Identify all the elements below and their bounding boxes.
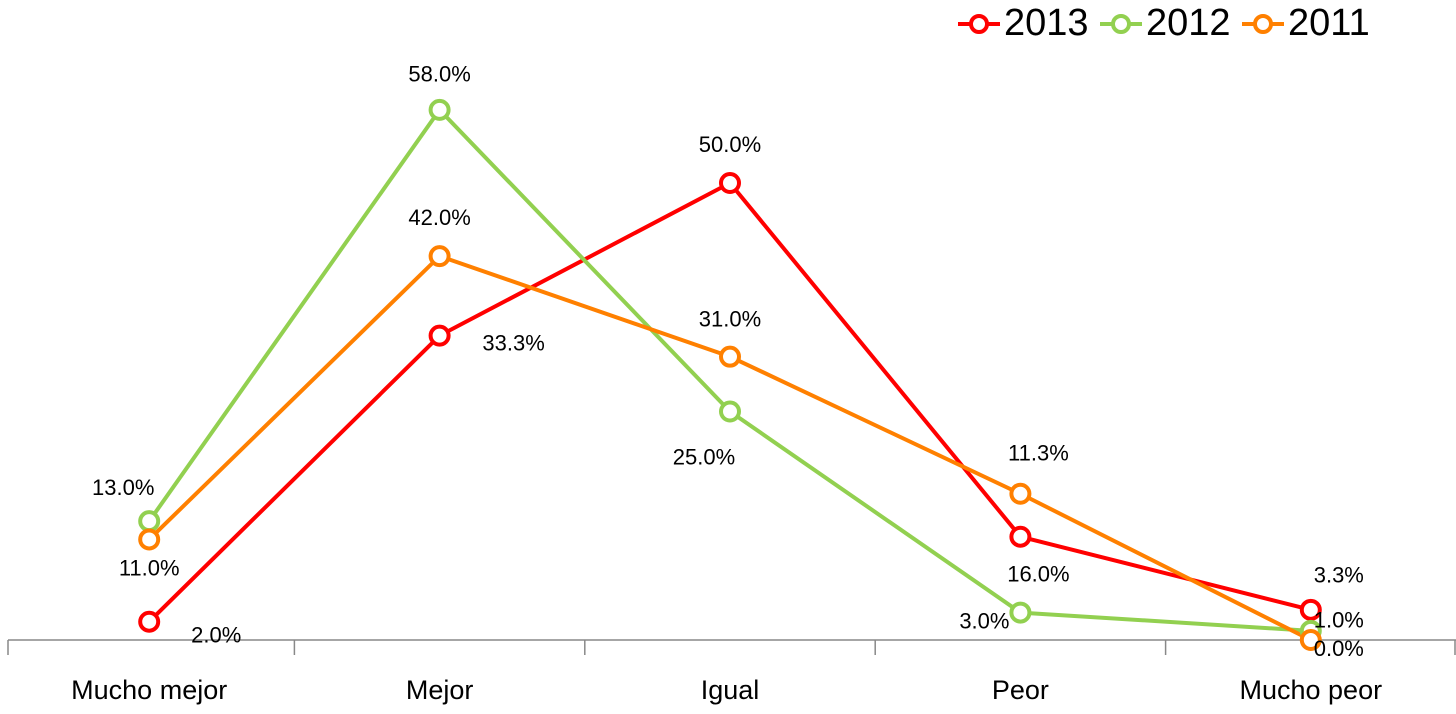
marker [719, 400, 741, 423]
data-label: 16.0% [1007, 562, 1069, 587]
marker [1009, 601, 1032, 624]
legend-marker [1111, 14, 1131, 34]
data-label: 31.0% [699, 306, 761, 331]
marker [1009, 482, 1032, 505]
marker [719, 345, 741, 368]
data-label: 42.0% [408, 205, 470, 230]
data-label: 1.0% [1314, 608, 1364, 633]
x-tick-label: Igual [701, 675, 760, 705]
marker [428, 245, 451, 268]
data-label: 2.0% [191, 623, 241, 648]
legend-label: 2011 [1288, 2, 1370, 44]
legend-marker [1253, 14, 1273, 34]
marker [428, 98, 451, 121]
legend-label: 2012 [1146, 2, 1231, 44]
data-label: 3.3% [1314, 563, 1364, 588]
data-label: 25.0% [673, 444, 735, 469]
marker [1009, 525, 1032, 548]
marker [719, 172, 741, 194]
x-tick-label: Mucho peor [1240, 675, 1383, 705]
data-label: 13.0% [92, 475, 154, 500]
marker [138, 528, 161, 551]
marker [138, 510, 161, 533]
data-label: 11.3% [1008, 441, 1069, 466]
data-label: 0.0% [1314, 636, 1364, 661]
marker [138, 610, 161, 633]
legend-label: 2013 [1004, 2, 1089, 44]
marker [428, 324, 451, 347]
marker [1299, 629, 1322, 651]
marker [1299, 598, 1322, 621]
data-label: 3.0% [959, 608, 1009, 633]
data-label: 50.0% [699, 132, 761, 157]
x-tick-label: Mucho mejor [71, 675, 227, 705]
x-tick-label: Peor [992, 675, 1049, 705]
legend-marker [969, 14, 989, 34]
x-tick-label: Mejor [406, 675, 474, 705]
data-label: 11.0% [119, 555, 180, 580]
data-label: 58.0% [408, 62, 470, 87]
data-label: 33.3% [482, 330, 544, 355]
